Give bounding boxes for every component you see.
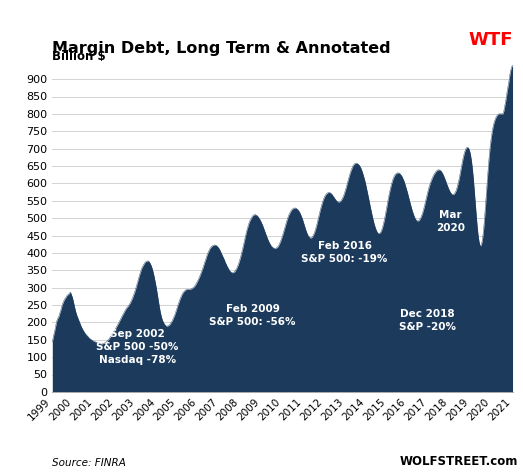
- Text: Source: FINRA: Source: FINRA: [52, 458, 126, 468]
- Text: Sep 2002
S&P 500 -50%
Nasdaq -78%: Sep 2002 S&P 500 -50% Nasdaq -78%: [96, 329, 179, 365]
- Text: Mar
2020: Mar 2020: [436, 210, 465, 233]
- Text: Billion $: Billion $: [52, 50, 106, 63]
- Text: WOLFSTREET.com: WOLFSTREET.com: [400, 455, 518, 468]
- Text: Margin Debt, Long Term & Annotated: Margin Debt, Long Term & Annotated: [52, 41, 391, 57]
- Text: Dec 2018
S&P -20%: Dec 2018 S&P -20%: [399, 309, 456, 332]
- Text: Feb 2016
S&P 500: -19%: Feb 2016 S&P 500: -19%: [301, 241, 388, 265]
- Text: Feb 2009
S&P 500: -56%: Feb 2009 S&P 500: -56%: [209, 304, 295, 327]
- Text: WTF: WTF: [468, 30, 513, 48]
